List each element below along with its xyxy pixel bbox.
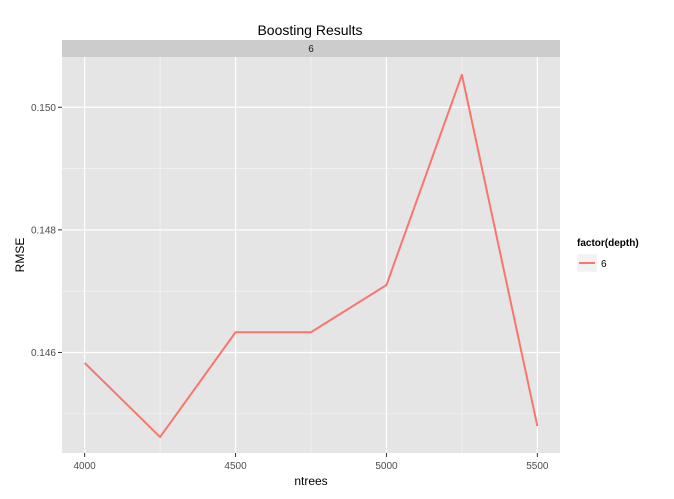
series-lines bbox=[83, 73, 539, 439]
legend-entries: 6 bbox=[576, 253, 607, 273]
legend-entry-label: 6 bbox=[601, 259, 607, 270]
x-tick-label: 4000 bbox=[74, 461, 97, 472]
x-axis-title: ntrees bbox=[294, 474, 327, 488]
facet-strip bbox=[62, 40, 560, 57]
minor-gridlines bbox=[62, 57, 560, 453]
facet-strip-label: 6 bbox=[308, 44, 314, 55]
legend-title: factor(depth) bbox=[577, 238, 639, 249]
y-tick-label: 0.148 bbox=[31, 225, 56, 236]
x-tick-label: 5000 bbox=[375, 461, 398, 472]
y-axis-title: RMSE bbox=[13, 238, 27, 273]
x-axis-ticks: 4000 4500 5000 5500 bbox=[74, 453, 549, 472]
legend: factor(depth) 6 bbox=[576, 238, 639, 273]
y-axis-ticks: 0.146 0.148 0.150 bbox=[31, 103, 62, 359]
x-tick-label: 4500 bbox=[224, 461, 247, 472]
x-tick-label: 5500 bbox=[526, 461, 549, 472]
major-gridlines bbox=[62, 57, 560, 453]
chart-title: Boosting Results bbox=[257, 22, 362, 38]
series-line bbox=[83, 73, 539, 439]
y-tick-label: 0.146 bbox=[31, 348, 56, 359]
y-tick-label: 0.150 bbox=[31, 103, 56, 114]
